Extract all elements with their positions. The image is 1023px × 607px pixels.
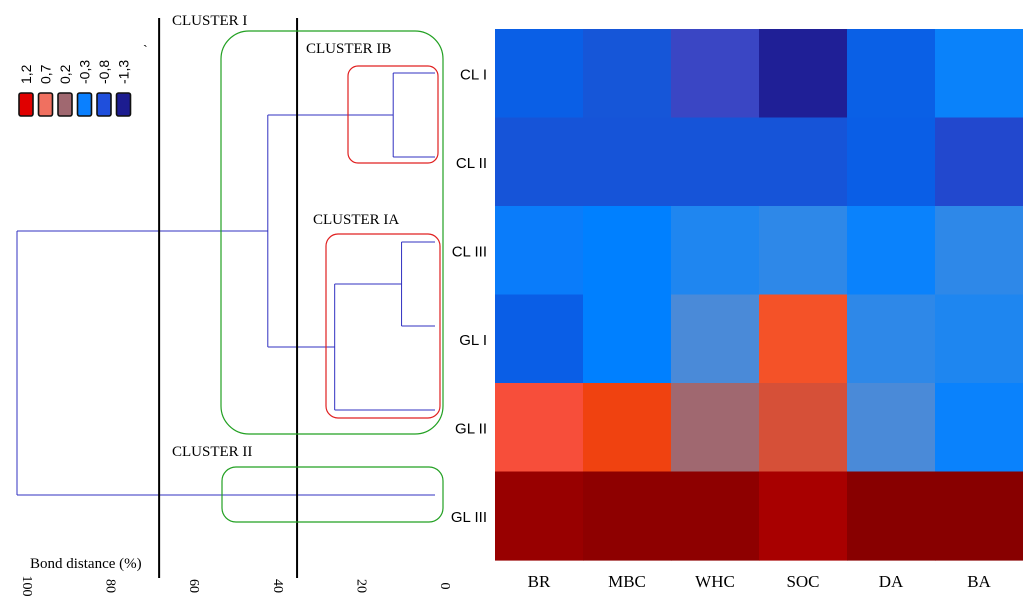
column-label-br: BR — [528, 572, 551, 591]
heatmap-cell-gl-ii-da — [847, 383, 936, 473]
heatmap-cell-cl-iii-ba — [935, 206, 1023, 296]
heatmap-cell-cl-iii-soc — [759, 206, 848, 296]
heatmap-cell-gl-ii-mbc — [583, 383, 672, 473]
x-tick-100: 100 — [19, 576, 34, 597]
heatmap-cell-cl-ii-da — [847, 117, 936, 207]
heatmap-cell-gl-iii-da — [847, 471, 936, 561]
row-label-gl-iii: GL III — [451, 509, 487, 526]
heatmap-cell-gl-i-soc — [759, 294, 848, 384]
heatmap-cell-gl-i-mbc — [583, 294, 672, 384]
heatmap-row-labels: CL I CL II CL III GL I GL II GL III — [451, 66, 487, 526]
legend-swatch-2 — [57, 92, 73, 117]
x-axis-label: Bond distance (%) — [30, 556, 142, 572]
heatmap-cell-cl-i-br — [495, 29, 584, 119]
heatmap-cell-gl-i-ba — [935, 294, 1023, 384]
row-label-cl-iii: CL III — [452, 243, 487, 260]
heatmap-cell-gl-iii-br — [495, 471, 584, 561]
x-tick-0: 0 — [437, 583, 452, 590]
label-cluster-ib: CLUSTER IB — [306, 41, 391, 57]
legend-swatch-3 — [76, 92, 93, 117]
x-tick-40: 40 — [270, 579, 285, 593]
x-tick-80: 80 — [103, 579, 118, 593]
heatmap-cell-gl-iii-whc — [671, 471, 760, 561]
heatmap-cell-gl-ii-br — [495, 383, 584, 473]
label-cluster-ii: CLUSTER II — [172, 444, 252, 460]
heatmap-cell-cl-i-da — [847, 29, 936, 119]
cluster-boxes — [220, 30, 444, 523]
legend-label-0: 1,2 — [18, 64, 34, 84]
heatmap-cell-gl-i-da — [847, 294, 936, 384]
legend-swatch-1 — [37, 92, 54, 117]
row-label-gl-ii: GL II — [455, 420, 487, 437]
legend-label-5: -1,3 — [116, 60, 132, 84]
heatmap-cell-cl-ii-mbc — [583, 117, 672, 207]
row-label-gl-i: GL I — [459, 332, 487, 349]
row-label-cl-i: CL I — [460, 66, 487, 83]
box-cluster-ib — [347, 65, 439, 164]
heatmap-cell-cl-ii-ba — [935, 117, 1023, 207]
heatmap-cell-gl-ii-whc — [671, 383, 760, 473]
dendrogram-branches — [16, 72, 435, 496]
x-tick-60: 60 — [186, 579, 201, 593]
legend-label-4: -0,8 — [96, 60, 112, 84]
label-cluster-ia: CLUSTER IA — [313, 212, 399, 228]
heatmap-cell-cl-iii-mbc — [583, 206, 672, 296]
box-cluster-ii — [221, 466, 444, 523]
legend-swatch-5 — [115, 92, 132, 117]
heatmap-cell-gl-iii-ba — [935, 471, 1023, 561]
heatmap-cell-gl-iii-mbc — [583, 471, 672, 561]
stray-mark: ˎ — [143, 33, 148, 48]
column-label-whc: WHC — [695, 572, 735, 591]
cut-lines — [158, 18, 299, 578]
heatmap-cell-gl-ii-ba — [935, 383, 1023, 473]
heatmap-cell-cl-ii-br — [495, 117, 584, 207]
heatmap-cell-gl-i-whc — [671, 294, 760, 384]
heatmap-cell-gl-iii-soc — [759, 471, 848, 561]
box-cluster-i — [220, 30, 444, 435]
heatmap-panel: CL I CL II CL III GL I GL II GL III BR MBC WHC S… — [451, 29, 1023, 591]
column-label-da: DA — [879, 572, 904, 591]
label-cluster-i: CLUSTER I — [172, 13, 247, 29]
heatmap-cell-cl-iii-da — [847, 206, 936, 296]
heatmap-cell-cl-ii-whc — [671, 117, 760, 207]
heatmap-cell-cl-i-mbc — [583, 29, 672, 119]
legend-swatch-4 — [96, 92, 112, 117]
color-legend: 1,2 0,7 0,2 -0,3 -0,8 -1,3 — [18, 60, 132, 117]
cluster-labels: CLUSTER I CLUSTER IB CLUSTER IA CLUSTER II — [172, 13, 399, 460]
heatmap-cell-gl-i-br — [495, 294, 584, 384]
heatmap-column-labels: BR MBC WHC SOC DA BA — [528, 572, 992, 591]
row-label-cl-ii: CL II — [456, 155, 487, 172]
column-label-mbc: MBC — [608, 572, 646, 591]
heatmap-cell-cl-i-ba — [935, 29, 1023, 119]
legend-label-3: -0,3 — [77, 60, 93, 84]
heatmap-cell-cl-iii-br — [495, 206, 584, 296]
column-label-soc: SOC — [786, 572, 819, 591]
heatmap-cell-cl-ii-soc — [759, 117, 848, 207]
heatmap-cell-gl-ii-soc — [759, 383, 848, 473]
column-label-ba: BA — [967, 572, 991, 591]
x-axis-ticks: 100 80 60 40 20 0 — [19, 576, 452, 597]
legend-swatch-0 — [18, 92, 34, 117]
legend-label-2: 0,2 — [57, 64, 73, 84]
box-cluster-ia — [325, 233, 441, 419]
heatmap-cell-cl-iii-whc — [671, 206, 760, 296]
heatmap-cells — [495, 29, 1023, 561]
legend-label-1: 0,7 — [38, 64, 54, 84]
heatmap-cell-cl-i-soc — [759, 29, 848, 119]
heatmap-cell-cl-i-whc — [671, 29, 760, 119]
x-tick-20: 20 — [353, 579, 368, 593]
